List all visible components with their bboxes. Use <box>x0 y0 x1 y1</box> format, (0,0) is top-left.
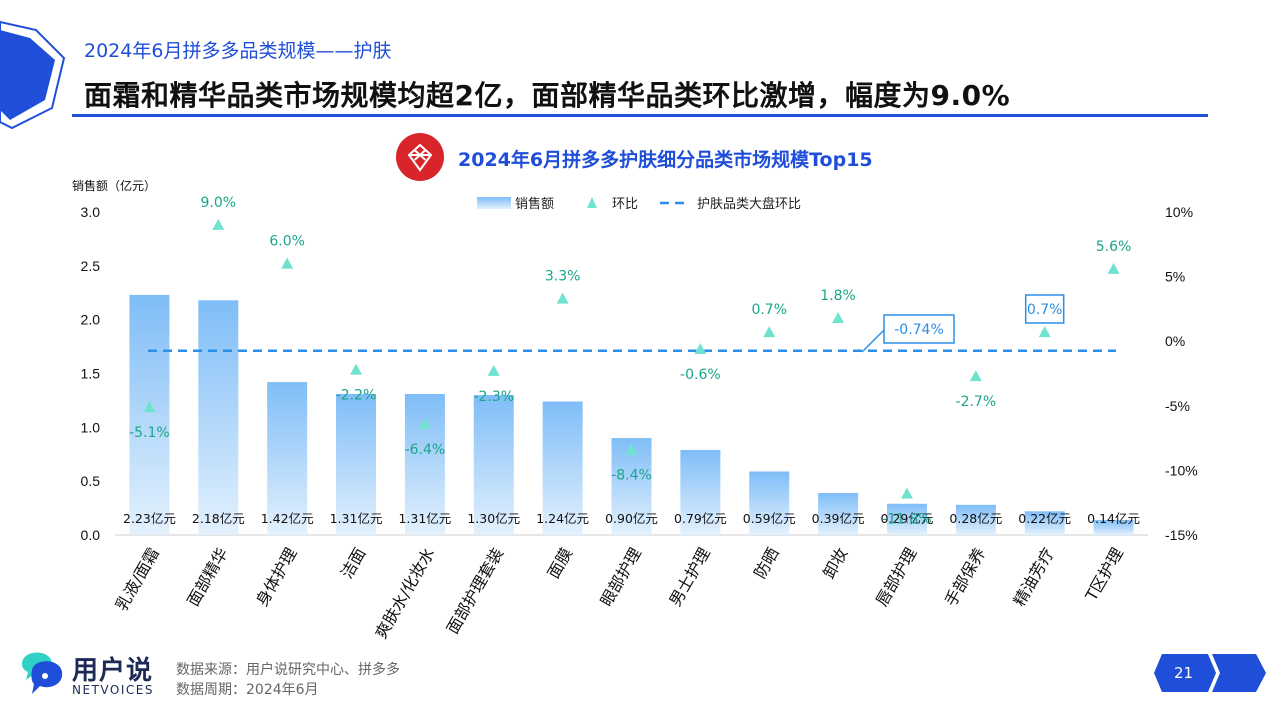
y-tick-label: 3.0 <box>81 204 101 220</box>
bar-value-label: 0.28亿元 <box>949 511 1002 526</box>
bar-value-label: 1.24亿元 <box>536 511 589 526</box>
mom-value-label: 0.7% <box>1027 302 1063 318</box>
x-category-label: 手部保养 <box>941 544 989 609</box>
mom-marker <box>557 293 569 304</box>
x-category-label: 乳液/面霜 <box>112 545 163 615</box>
x-category-label: 面部精华 <box>183 545 231 610</box>
y-tick-label: 0.5 <box>81 473 101 489</box>
mom-marker <box>212 219 224 230</box>
y-tick-label: 2.0 <box>81 312 101 328</box>
mom-marker <box>763 326 775 337</box>
mom-marker <box>488 365 500 376</box>
mom-marker <box>350 364 362 375</box>
bar-value-label: 0.14亿元 <box>1087 511 1140 526</box>
bar-value-label: 0.39亿元 <box>812 511 865 526</box>
x-category-label: T区护理 <box>1081 545 1127 605</box>
bar-value-label: 1.42亿元 <box>261 511 314 526</box>
chart-legend: 销售额 环比 护肤品类大盘环比 <box>477 196 801 212</box>
reference-line: -0.74% <box>148 315 1116 352</box>
data-period: 数据周期：2024年6月 <box>176 679 319 699</box>
x-category-label: 爽肤水/化妆水 <box>371 545 438 642</box>
mom-value-label: -0.6% <box>680 367 721 383</box>
x-category-label: 眼部护理 <box>597 545 645 610</box>
mom-value-label: -6.4% <box>405 442 446 458</box>
mom-value-label: 0.7% <box>751 302 787 318</box>
legend-bar-label: 销售额 <box>515 196 554 212</box>
x-category-label: 身体护理 <box>252 545 300 610</box>
page-number-badge <box>1150 652 1275 694</box>
bar-series: 2.23亿元 2.18亿元 1.42亿元 1.31亿元 1.31亿元 1.30亿元 1.24… <box>123 295 1140 535</box>
page-number: 21 <box>1174 664 1193 682</box>
brand-name: 用户说 <box>72 650 153 687</box>
mom-value-label: -2.7% <box>956 394 997 410</box>
bar-value-label: 2.23亿元 <box>123 511 176 526</box>
legend-bar-swatch <box>477 197 511 209</box>
y-tick-label: 1.0 <box>81 419 101 435</box>
x-category-label: 唇部护理 <box>872 545 920 610</box>
mom-marker <box>281 258 293 269</box>
bar <box>129 295 169 535</box>
y-tick-label: 0.0 <box>81 527 101 543</box>
bar-value-label: 0.22亿元 <box>1018 511 1071 526</box>
mom-value-label: 1.8% <box>820 288 856 304</box>
x-category-label: 卸妆 <box>819 545 851 582</box>
x-category-label: 男士护理 <box>665 545 713 610</box>
mom-marker <box>970 370 982 381</box>
reference-label-leader <box>862 330 884 352</box>
y2-tick-label: -15% <box>1165 527 1198 543</box>
mom-value-label: -2.2% <box>336 388 377 404</box>
legend-line-label: 护肤品类大盘环比 <box>697 196 801 212</box>
netvoices-logo-icon <box>14 642 70 698</box>
legend-marker-label: 环比 <box>612 197 638 212</box>
mom-marker <box>1039 326 1051 337</box>
x-axis-categories: 乳液/面霜 面部精华 身体护理 洁面 爽肤水/化妆水 面部护理套装 面膜 眼部护理 男士护理 防晒… <box>112 544 1127 641</box>
y2-tick-label: 5% <box>1165 269 1185 285</box>
y2-tick-label: -10% <box>1165 462 1198 478</box>
x-category-label: 精油芳疗 <box>1010 545 1058 610</box>
y-tick-label: 1.5 <box>81 366 101 382</box>
y-tick-label: 2.5 <box>81 258 101 274</box>
mom-value-label: 3.3% <box>545 269 581 285</box>
bar <box>198 300 238 535</box>
mom-value-label: 9.0% <box>201 195 237 211</box>
x-category-label: 洁面 <box>337 545 369 582</box>
reference-value-label: -0.74% <box>894 322 944 338</box>
mom-value-label: -5.1% <box>129 425 170 441</box>
x-category-label: 防晒 <box>750 545 782 582</box>
y-axis-right: -15% -10% -5% 0% 5% 10% <box>1165 204 1198 543</box>
bar-value-label: 1.31亿元 <box>330 511 383 526</box>
bar-value-label: 0.90亿元 <box>605 511 658 526</box>
legend-marker-swatch <box>587 197 597 208</box>
mom-marker <box>832 312 844 323</box>
x-category-label: 面膜 <box>544 545 576 582</box>
mom-value-label: -2.3% <box>473 389 514 405</box>
brand-subtitle: NETVOICES <box>72 683 154 697</box>
bar-value-label: 1.30亿元 <box>467 511 520 526</box>
x-category-label: 面部护理套装 <box>443 545 507 638</box>
bar-value-label: 0.59亿元 <box>743 511 796 526</box>
mom-marker <box>694 343 706 354</box>
bar-value-label: 0.79亿元 <box>674 511 727 526</box>
y2-tick-label: 10% <box>1165 204 1193 220</box>
mom-marker <box>901 488 913 499</box>
y2-tick-label: -5% <box>1165 398 1190 414</box>
bar-value-label: 1.31亿元 <box>398 511 451 526</box>
data-source: 数据来源：用户说研究中心、拼多多 <box>176 659 400 679</box>
mom-value-label: -11.8% <box>882 512 932 528</box>
mom-marker <box>1108 263 1120 274</box>
bar-value-label: 2.18亿元 <box>192 511 245 526</box>
y2-tick-label: 0% <box>1165 333 1185 349</box>
mom-value-label: -8.4% <box>611 468 652 484</box>
mom-value-label: 6.0% <box>269 234 305 250</box>
mom-value-label: 5.6% <box>1096 239 1132 255</box>
